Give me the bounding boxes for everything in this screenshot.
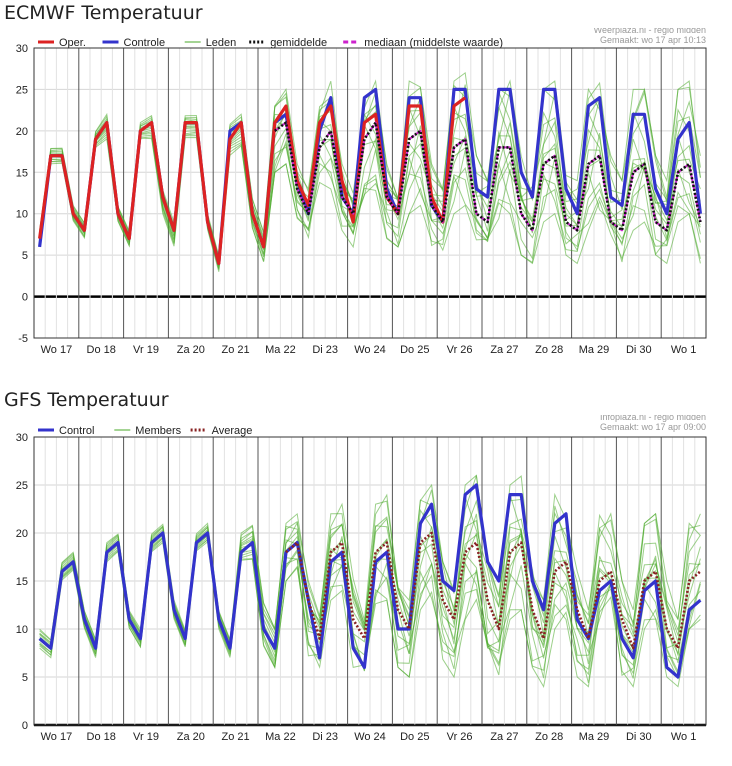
legend-label: Control xyxy=(59,425,94,437)
y-tick-label: 5 xyxy=(22,250,28,262)
x-day-label: Ma 29 xyxy=(579,344,610,356)
legend-label: gemiddelde xyxy=(270,37,327,49)
x-day-label: Do 18 xyxy=(87,344,116,356)
gfs-chart-title: GFS Temperatuur xyxy=(4,389,169,411)
x-day-label: Do 18 xyxy=(87,731,116,743)
legend-label: mediaan (middelste waarde) xyxy=(364,37,503,49)
x-day-label: Ma 22 xyxy=(265,344,296,356)
average-series-line xyxy=(285,531,702,650)
x-day-label: Di 30 xyxy=(626,344,652,356)
ecmwf-chart-title: ECMWF Temperatuur xyxy=(4,2,203,24)
x-day-label: Di 23 xyxy=(312,731,338,743)
x-day-label: Wo 1 xyxy=(671,731,696,743)
member-line xyxy=(39,129,701,266)
x-day-label: Za 20 xyxy=(177,344,205,356)
member-line xyxy=(39,108,701,263)
x-day-label: Zo 28 xyxy=(535,344,563,356)
source-label: Infoplaza.nl - regio midden xyxy=(600,415,706,422)
y-tick-label: 0 xyxy=(22,720,28,732)
y-tick-label: 15 xyxy=(16,576,28,588)
oper-series-line xyxy=(38,96,467,265)
control-series-line xyxy=(38,483,702,679)
x-day-label: Wo 24 xyxy=(354,344,386,356)
mean-series-line xyxy=(274,121,702,232)
plot-frame xyxy=(33,47,707,339)
x-day-label: Vr 26 xyxy=(447,731,473,743)
x-day-label: Vr 19 xyxy=(133,731,159,743)
x-day-label: Zo 21 xyxy=(222,344,250,356)
y-tick-label: 15 xyxy=(16,167,28,179)
x-day-label: Za 27 xyxy=(490,344,518,356)
x-day-label: Wo 24 xyxy=(354,731,386,743)
y-tick-label: 5 xyxy=(22,672,28,684)
x-day-label: Do 25 xyxy=(400,731,429,743)
x-day-label: Wo 1 xyxy=(671,344,696,356)
x-day-label: Zo 21 xyxy=(222,731,250,743)
y-tick-label: 10 xyxy=(16,209,28,221)
y-tick-label: 30 xyxy=(16,432,28,444)
y-tick-label: 25 xyxy=(16,84,28,96)
x-day-label: Ma 22 xyxy=(265,731,296,743)
y-tick-label: 20 xyxy=(16,528,28,540)
made-label: Gemaakt: wo 17 apr 10:13 xyxy=(600,35,706,45)
plot-frame xyxy=(33,436,707,726)
y-tick-label: 25 xyxy=(16,480,28,492)
x-day-label: Wo 17 xyxy=(41,344,73,356)
legend-label: Controle xyxy=(124,37,166,49)
x-day-label: Za 27 xyxy=(490,731,518,743)
legend-label: Members xyxy=(135,425,181,437)
member-line xyxy=(39,133,701,269)
x-day-label: Di 30 xyxy=(626,731,652,743)
legend-label: Oper. xyxy=(59,37,86,49)
member-line xyxy=(39,127,701,266)
x-day-label: Vr 26 xyxy=(447,344,473,356)
legend-label: Average xyxy=(212,425,253,437)
x-day-label: Ma 29 xyxy=(579,731,610,743)
made-label: Gemaakt: wo 17 apr 09:00 xyxy=(600,422,706,432)
x-day-label: Vr 19 xyxy=(133,344,159,356)
member-line xyxy=(39,81,701,258)
x-day-label: Do 25 xyxy=(400,344,429,356)
x-day-label: Zo 28 xyxy=(535,731,563,743)
member-line xyxy=(39,136,701,272)
y-tick-label: 30 xyxy=(16,43,28,55)
x-day-label: Wo 17 xyxy=(41,731,73,743)
y-tick-label: 10 xyxy=(16,624,28,636)
source-label: Weerplaza.nl - regio midden xyxy=(594,28,706,35)
member-line xyxy=(39,125,701,264)
y-tick-label: 0 xyxy=(22,292,28,304)
legend-label: Leden xyxy=(206,37,237,49)
y-tick-label: -5 xyxy=(18,333,28,345)
x-day-label: Za 20 xyxy=(177,731,205,743)
x-day-label: Di 23 xyxy=(312,344,338,356)
y-tick-label: 20 xyxy=(16,126,28,138)
